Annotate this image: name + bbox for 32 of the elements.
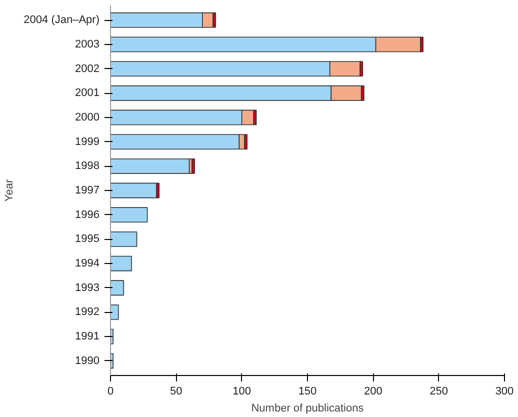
bar [110, 256, 132, 272]
y-tick-label: 1997 [75, 184, 100, 196]
x-tick-label: 0 [107, 386, 114, 398]
bar [110, 231, 138, 247]
bar [110, 182, 157, 198]
bar [110, 280, 124, 296]
x-tick-label: 250 [430, 386, 448, 398]
y-tick-label: 2004 (Jan–Apr) [24, 14, 100, 26]
y-tick-label: 1999 [75, 136, 100, 148]
y-tick-label: 1991 [75, 330, 100, 343]
bar [110, 207, 148, 223]
y-tick-label: 1990 [75, 354, 100, 367]
x-tick-label: 150 [298, 386, 317, 398]
x-axis-title: Number of publications [251, 402, 364, 414]
y-tick-label: 1992 [75, 306, 100, 318]
x-tick-label: 100 [232, 386, 252, 398]
y-tick-label: 1998 [75, 160, 100, 172]
y-tick-label: 1996 [75, 208, 100, 221]
y-tick-label: 2001 [75, 87, 100, 100]
x-tick-label: 50 [170, 386, 182, 398]
y-axis-title: Year [4, 179, 16, 202]
y-tick-label: 2000 [75, 111, 100, 124]
y-tick-label: 1994 [75, 258, 100, 270]
x-tick-label: 200 [364, 386, 382, 398]
bar [192, 158, 195, 174]
y-tick-label: 1993 [75, 282, 100, 294]
bar [110, 304, 119, 320]
y-tick-label: 2003 [75, 38, 100, 50]
bar [110, 158, 190, 174]
y-tick-label: 1995 [75, 233, 100, 246]
x-tick-label: 300 [495, 386, 514, 398]
y-tick-label: 2002 [75, 62, 100, 75]
